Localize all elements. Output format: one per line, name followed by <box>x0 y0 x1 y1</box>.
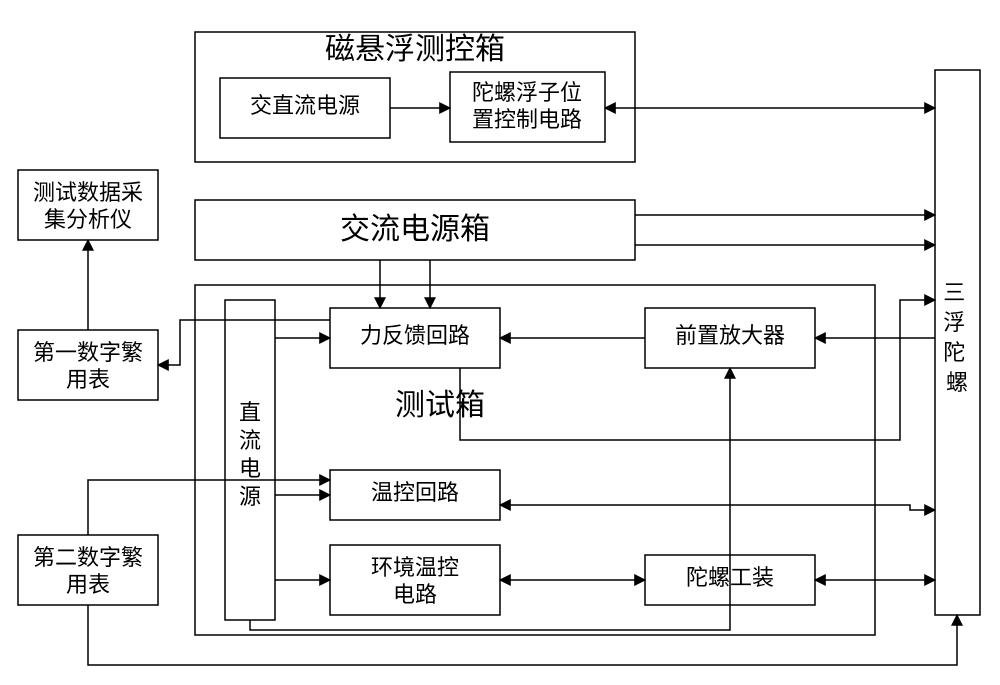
gyro-float-ctrl-l1: 陀螺浮子位 <box>472 80 582 105</box>
dc-power-l2: 流 <box>239 428 261 453</box>
gyro-float-ctrl-l2: 置控制电路 <box>472 107 582 132</box>
env-temp-l1: 环境温控 <box>371 555 459 580</box>
ac-power-box-label: 交流电源箱 <box>340 213 490 246</box>
dmm2-l1: 第二数字繁 <box>33 545 143 570</box>
force-feedback-label: 力反馈回路 <box>360 323 470 348</box>
dmm1-l1: 第一数字繁 <box>33 340 143 365</box>
temp-loop-label: 温控回路 <box>371 480 459 505</box>
analyzer-l2: 集分析仪 <box>44 207 132 232</box>
env-temp-l2: 电路 <box>393 582 437 607</box>
tri-float-gyro-l2: 浮 <box>943 310 965 335</box>
tri-float-gyro-l1: 三 <box>943 280 965 305</box>
analyzer-l1: 测试数据采 <box>33 180 143 205</box>
dmm1-l2: 用表 <box>66 367 110 392</box>
preamp-label: 前置放大器 <box>675 323 785 348</box>
dc-power-l1: 直 <box>239 400 261 425</box>
tri-float-gyro-l3: 陀 <box>943 340 965 365</box>
dc-power-l4: 源 <box>239 484 261 509</box>
tri-float-gyro-l4: 螺 <box>946 370 968 395</box>
mag-control-box-title: 磁悬浮测控箱 <box>325 33 505 66</box>
test-box-title: 测试箱 <box>395 389 485 422</box>
dmm2-l2: 用表 <box>66 572 110 597</box>
dc-power-l3: 电 <box>239 456 261 481</box>
acdc-power-label: 交直流电源 <box>250 93 360 118</box>
